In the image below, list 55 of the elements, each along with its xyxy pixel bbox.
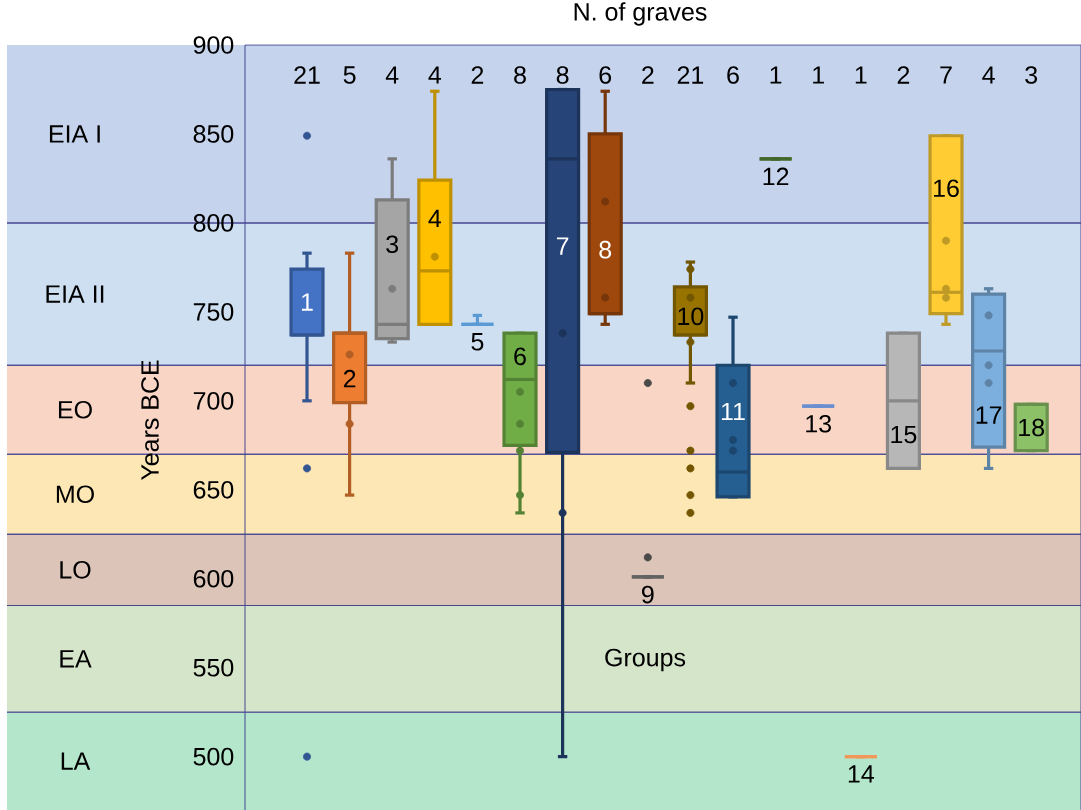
annotation: 2 — [343, 369, 356, 388]
annotation: 6 — [514, 347, 526, 366]
x-tick-label: 21 — [294, 66, 320, 84]
band-label: EIA I — [49, 125, 100, 143]
x-tick-label: 4 — [428, 66, 442, 84]
band-label: EA — [60, 650, 92, 668]
annotation: 17 — [976, 406, 1002, 424]
annotation: 5 — [471, 333, 484, 351]
band-label: LA — [61, 752, 91, 770]
x-tick-label: 6 — [727, 66, 739, 84]
band-label: EIA II — [46, 285, 104, 303]
x-tick-label: 8 — [514, 66, 526, 84]
annotation: 9 — [642, 585, 654, 604]
annotation: Groups — [605, 648, 686, 672]
y-tick-label: 600 — [193, 569, 234, 588]
x-tick-label: 2 — [471, 66, 484, 84]
x-tick-label: 2 — [642, 66, 654, 84]
annotation: 10 — [678, 307, 704, 326]
annotation: 4 — [428, 209, 442, 228]
y-tick-label: 800 — [193, 214, 234, 232]
y-tick-label: 650 — [193, 480, 234, 499]
x-tick-label: 1 — [855, 66, 867, 84]
y-tick-label: 750 — [193, 303, 234, 321]
x-tick-label: 3 — [1025, 66, 1038, 84]
annotation: 15 — [891, 425, 917, 444]
annotation: 1 — [301, 293, 313, 311]
annotation: 7 — [556, 237, 569, 255]
annotation: 8 — [599, 240, 612, 259]
y-tick-label: 700 — [193, 391, 234, 410]
y-tick-label: 850 — [193, 125, 234, 143]
x-tick-label: 1 — [813, 66, 824, 84]
x-tick-label: 8 — [556, 66, 569, 84]
annotation: 14 — [848, 765, 874, 783]
annotation: 12 — [763, 167, 789, 186]
annotation: 3 — [386, 235, 399, 254]
band-label: EO — [58, 400, 92, 419]
band-label: LO — [60, 560, 91, 579]
annotation: 13 — [806, 414, 832, 433]
annotation: 11 — [721, 402, 745, 421]
band-label: MO — [56, 485, 94, 504]
y-tick-label: 550 — [193, 658, 234, 677]
x-tick-label: 2 — [897, 66, 910, 84]
x-tick-label: 1 — [770, 66, 782, 84]
x-tick-label: 21 — [677, 66, 704, 84]
y-tick-label: 500 — [193, 747, 234, 766]
annotation: 18 — [1019, 418, 1045, 437]
x-tick-label: 5 — [343, 66, 356, 84]
x-axis-title: N. of graves — [574, 2, 707, 26]
y-axis-title: Years BCE — [141, 360, 159, 481]
x-tick-label: 7 — [940, 66, 952, 84]
x-tick-label: 4 — [385, 66, 399, 84]
x-tick-label: 4 — [982, 66, 995, 84]
annotation: 16 — [934, 179, 959, 198]
y-tick-label: 900 — [193, 36, 234, 54]
x-tick-label: 6 — [599, 66, 612, 84]
